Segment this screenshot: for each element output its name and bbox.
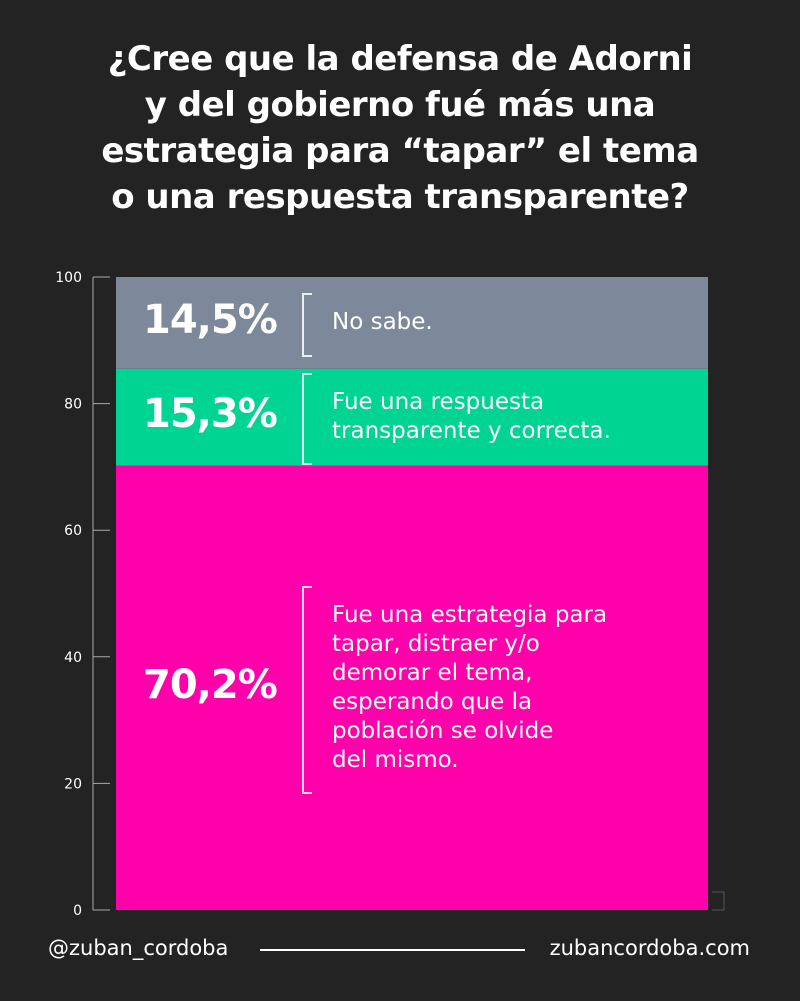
footer-divider (260, 949, 525, 951)
label-bracket (302, 373, 312, 466)
label-bracket (302, 585, 312, 794)
bar-segment (116, 277, 708, 369)
y-tick-label: 60 (64, 523, 82, 539)
right-axis-bracket (712, 891, 725, 911)
segment-description: No sabe. (332, 309, 433, 336)
label-bracket (302, 292, 312, 357)
chart-title: ¿Cree que la defensa de Adorni y del gob… (101, 39, 699, 217)
segment-description: Fue una respuesta transparente y correct… (332, 389, 611, 445)
bar-segment (116, 465, 708, 910)
segment-value-label: 70,2% (143, 661, 278, 708)
social-handle: @zuban_cordoba (48, 936, 229, 960)
website-link: zubancordoba.com (549, 936, 750, 960)
segment-value-label: 15,3% (143, 391, 278, 438)
y-tick-label: 80 (64, 397, 82, 413)
y-tick-label: 40 (64, 650, 82, 666)
y-tick-label: 100 (55, 270, 82, 286)
segment-description: Fue una estrategia para tapar, distraer … (332, 601, 608, 773)
bar-segment (116, 368, 708, 466)
y-tick-label: 0 (73, 903, 82, 919)
segment-value-label: 14,5% (143, 296, 278, 343)
y-tick-label: 20 (64, 776, 82, 792)
